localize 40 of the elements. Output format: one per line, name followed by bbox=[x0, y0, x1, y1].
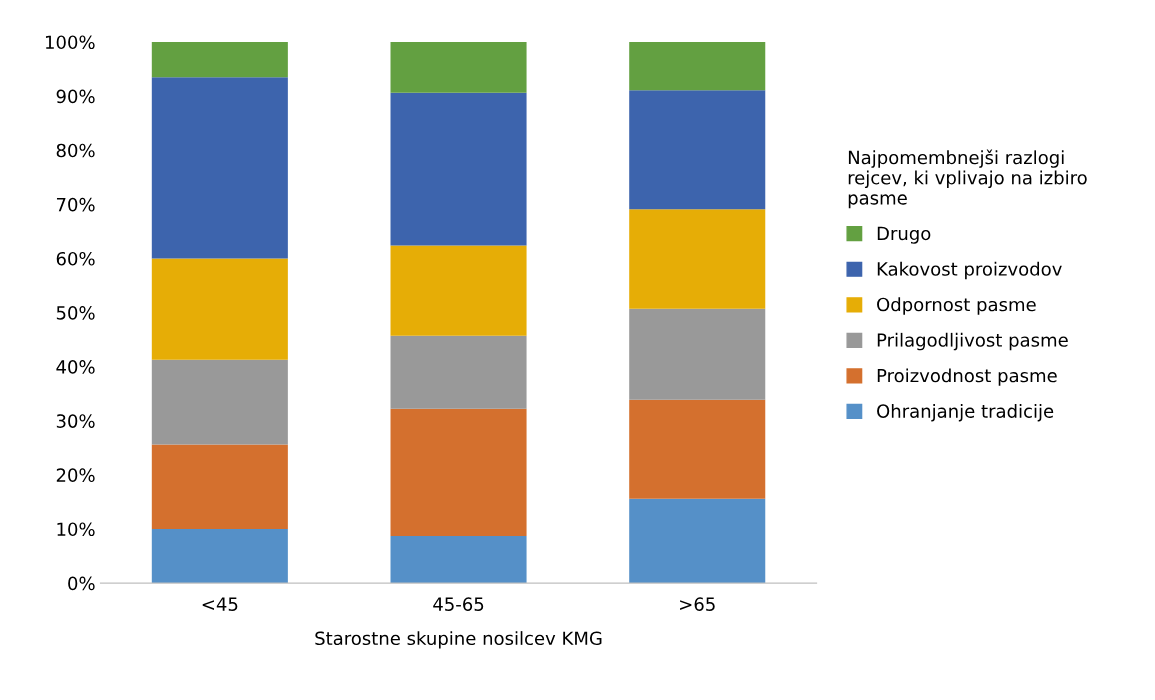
bar bbox=[390, 536, 527, 584]
y-tick-label: 20% bbox=[56, 468, 95, 482]
bar bbox=[151, 444, 288, 529]
bar bbox=[151, 42, 288, 78]
bar bbox=[151, 258, 288, 360]
bar bbox=[151, 528, 288, 584]
bar bbox=[390, 245, 527, 336]
y-tick-label: 60% bbox=[56, 251, 95, 266]
legend-label: Proizvodnost pasme bbox=[877, 368, 1057, 386]
y-tick-label: 100% bbox=[45, 35, 95, 50]
y-tick-label: 90% bbox=[56, 89, 95, 104]
bar bbox=[390, 408, 527, 537]
y-tick-label: 50% bbox=[56, 306, 95, 320]
legend-label: Odpornost pasme bbox=[877, 297, 1036, 315]
bar bbox=[629, 42, 766, 91]
bar bbox=[390, 92, 527, 246]
legend-label: Ohranjanje tradicije bbox=[877, 403, 1054, 422]
bar bbox=[629, 209, 766, 309]
x-tick-label: >65 bbox=[680, 597, 715, 611]
bar bbox=[629, 90, 766, 210]
bar bbox=[151, 359, 288, 445]
x-tick-label: 45-65 bbox=[433, 597, 484, 611]
legend-label: Kakovost proizvodov bbox=[877, 261, 1062, 280]
legend-label: Drugo bbox=[877, 226, 931, 244]
y-tick-label: 0% bbox=[68, 576, 95, 591]
y-tick-label: 70% bbox=[56, 197, 95, 212]
bar bbox=[629, 399, 766, 499]
bar bbox=[390, 335, 527, 409]
legend-label: Prilagodljivost pasme bbox=[877, 332, 1068, 351]
y-tick-label: 40% bbox=[56, 360, 95, 374]
legend-title: Najpomembnejši razlogi rejcev, ki vplivajo na izbiro pasme bbox=[848, 149, 1087, 209]
bar bbox=[629, 498, 766, 584]
y-tick-label: 80% bbox=[56, 143, 95, 158]
bar bbox=[629, 308, 766, 400]
y-tick-label: 30% bbox=[56, 414, 95, 428]
y-tick-label: 10% bbox=[57, 522, 95, 537]
bar bbox=[390, 42, 527, 93]
bar bbox=[151, 77, 288, 259]
x-tick-label: <45 bbox=[202, 597, 238, 611]
x-axis-title: Starostne skupine nosilcev KMG bbox=[315, 631, 602, 649]
